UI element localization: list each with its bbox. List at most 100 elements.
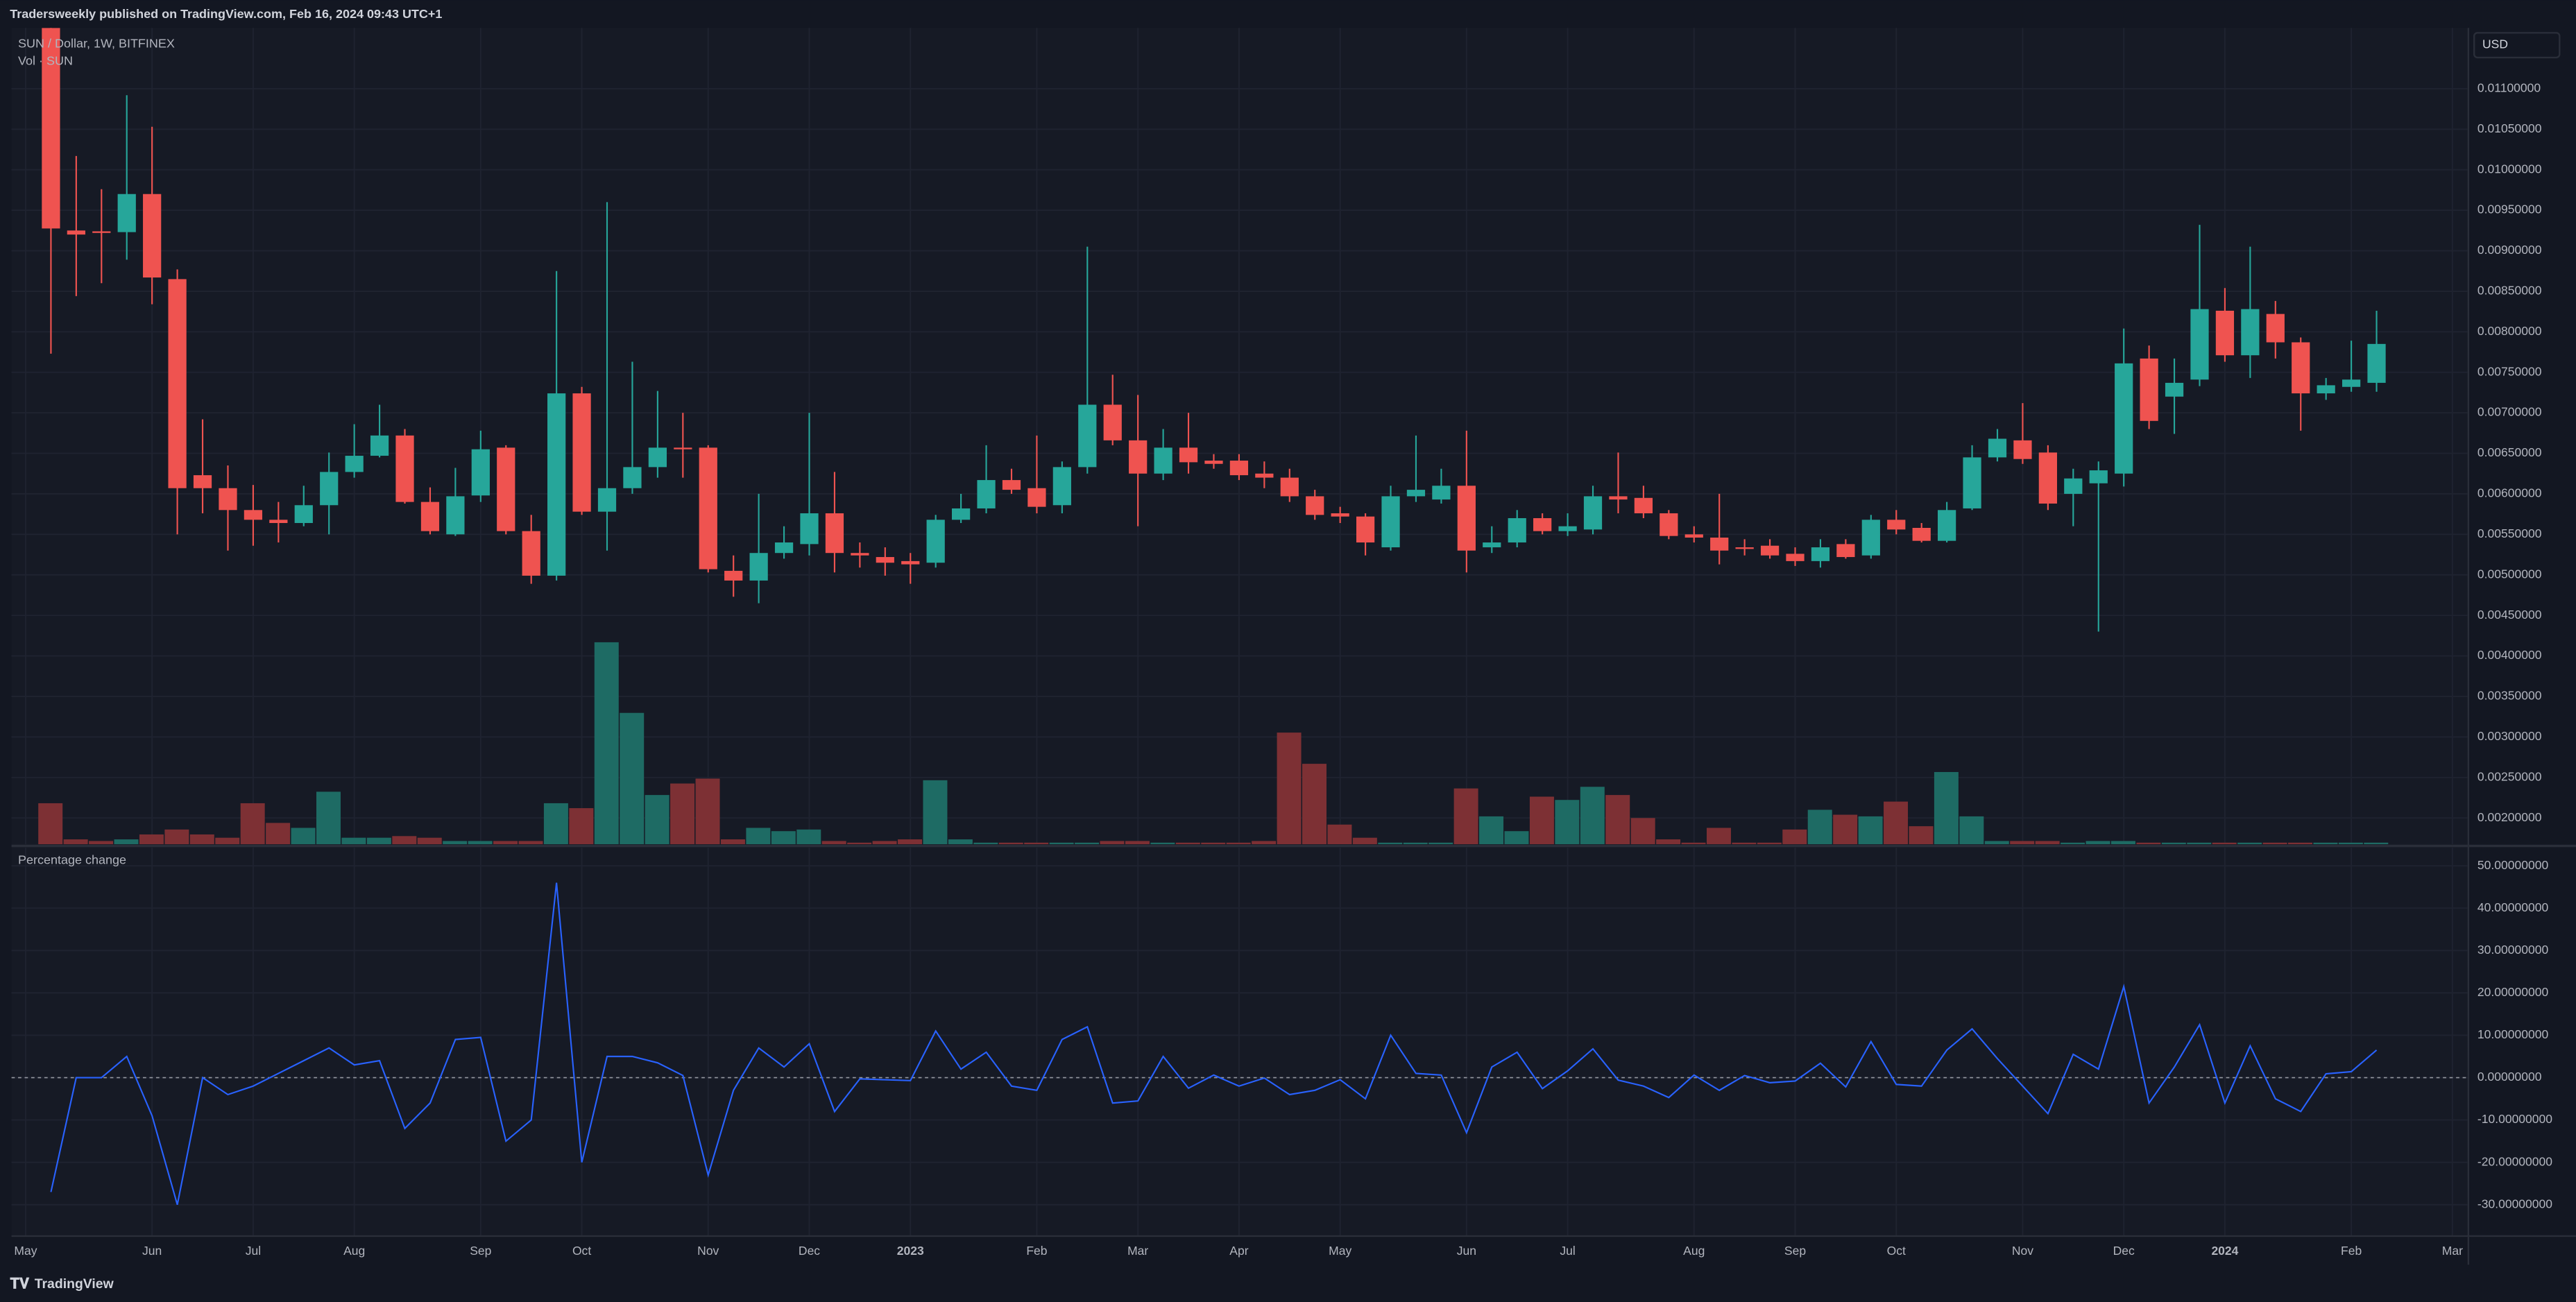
volume-bar: [1605, 795, 1630, 845]
candle-body: [1406, 490, 1426, 497]
x-tick-label: Aug: [1683, 1244, 1705, 1258]
candle-body: [1508, 517, 1526, 543]
currency-box[interactable]: [2473, 32, 2561, 59]
candle-body: [420, 502, 440, 531]
candle-body: [168, 279, 187, 488]
candle-body: [648, 447, 667, 468]
candle-body: [1558, 526, 1577, 531]
volume-bar: [594, 642, 619, 845]
volume-bar: [1909, 826, 1934, 845]
candle-body: [699, 447, 717, 569]
x-tick-label: Jun: [142, 1244, 162, 1258]
candle-body: [1381, 496, 1400, 548]
candle-body: [269, 520, 288, 523]
volume-bar: [847, 842, 872, 845]
legend-title: SUN / Dollar, 1W, BITFINEX: [18, 37, 175, 51]
volume-bar: [341, 837, 366, 845]
candle-body: [749, 553, 768, 581]
candle-body: [1938, 510, 1956, 541]
candle-body: [2215, 310, 2235, 356]
volume-bar: [1302, 764, 1327, 845]
volume-bar: [316, 791, 341, 845]
x-tick-label: Jul: [1560, 1244, 1575, 1258]
volume-bar: [468, 841, 493, 845]
volume-bar: [1884, 801, 1909, 845]
volume-bar: [1175, 842, 1200, 845]
candle-body: [1027, 488, 1046, 507]
volume-bar: [189, 834, 214, 845]
candle-body: [1710, 538, 1729, 551]
candle-body: [42, 28, 60, 229]
volume-bar: [2061, 842, 2085, 845]
candle-body: [1179, 447, 1198, 463]
candle-body: [1533, 517, 1552, 531]
volume-bar: [1681, 842, 1706, 845]
candle-body: [1988, 438, 2007, 458]
candle-body: [952, 508, 971, 520]
volume-bar: [1858, 816, 1883, 845]
volume-bar: [417, 837, 442, 845]
volume-bar: [443, 841, 468, 845]
candle-body: [1002, 480, 1021, 490]
candle-body: [1583, 496, 1603, 530]
y-tick-label: 0.00450000: [2477, 608, 2542, 622]
y-tick-label: 0.01050000: [2477, 121, 2542, 135]
candle-body: [851, 553, 869, 556]
candle-body: [2089, 470, 2108, 483]
volume-bar: [518, 841, 543, 845]
volume-bar: [620, 712, 645, 845]
volume-bar: [139, 834, 164, 845]
volume-bar: [1100, 841, 1125, 845]
volume-bar: [392, 836, 417, 845]
volume-bar: [695, 778, 720, 845]
candle-body: [597, 488, 617, 512]
candle-body: [1331, 513, 1349, 517]
legend-volume: Vol · SUN: [18, 54, 73, 68]
x-tick-label: Oct: [572, 1244, 591, 1258]
y-tick-label: 0.00500000: [2477, 567, 2542, 581]
candle-body: [572, 393, 591, 512]
y-tick-label: 0.00750000: [2477, 364, 2542, 378]
y-tick-label: 0.01000000: [2477, 162, 2542, 175]
volume-bar: [266, 823, 291, 845]
candle-body: [825, 513, 844, 554]
x-tick-label: 2024: [2211, 1244, 2238, 1258]
candle-body: [800, 513, 819, 545]
volume-bar: [1024, 842, 1049, 845]
volume-bar: [998, 842, 1023, 845]
volume-bar: [291, 828, 316, 845]
volume-bar: [1352, 837, 1377, 845]
labels: May Jun Jul Aug Sep Oct Nov Dec 2023 Feb Mar Apr May…: [14, 80, 2552, 1258]
candle-body: [219, 488, 237, 511]
y-tick-label: 0.00300000: [2477, 729, 2542, 743]
x-tick-label: Apr: [1229, 1244, 1248, 1258]
volume-bar: [2212, 842, 2237, 845]
volume-bar: [2313, 842, 2338, 845]
candle-body: [67, 230, 85, 235]
volume-bar: [2237, 842, 2262, 845]
volume-bar: [2010, 841, 2035, 845]
volume-bar: [1934, 771, 1959, 845]
candle-body: [1306, 496, 1324, 515]
volume-bar: [1807, 810, 1832, 845]
line-layer: [11, 882, 2468, 1206]
y-tick-label: 0.00200000: [2477, 810, 2542, 824]
volume-bar: [2110, 841, 2135, 845]
candle-body: [143, 194, 162, 278]
volume-bar: [164, 829, 189, 845]
candle-body: [1811, 547, 1830, 561]
publisher: Tradersweekly published on TradingView.c…: [10, 7, 442, 21]
candle-body: [876, 557, 894, 563]
y-tick-label: 0.00900000: [2477, 243, 2542, 257]
volume-bar: [1403, 842, 1428, 845]
volume-bar: [240, 803, 265, 845]
volume-bar: [1125, 841, 1150, 845]
volume-bar: [1656, 839, 1681, 845]
candle-body: [547, 393, 566, 576]
candle-body: [724, 570, 743, 581]
volume-bar: [1479, 816, 1504, 845]
x-tick-label: Nov: [697, 1244, 719, 1258]
volume-bar: [2085, 841, 2110, 845]
currency[interactable]: USD: [2482, 37, 2508, 51]
volume-bar: [1252, 841, 1277, 845]
